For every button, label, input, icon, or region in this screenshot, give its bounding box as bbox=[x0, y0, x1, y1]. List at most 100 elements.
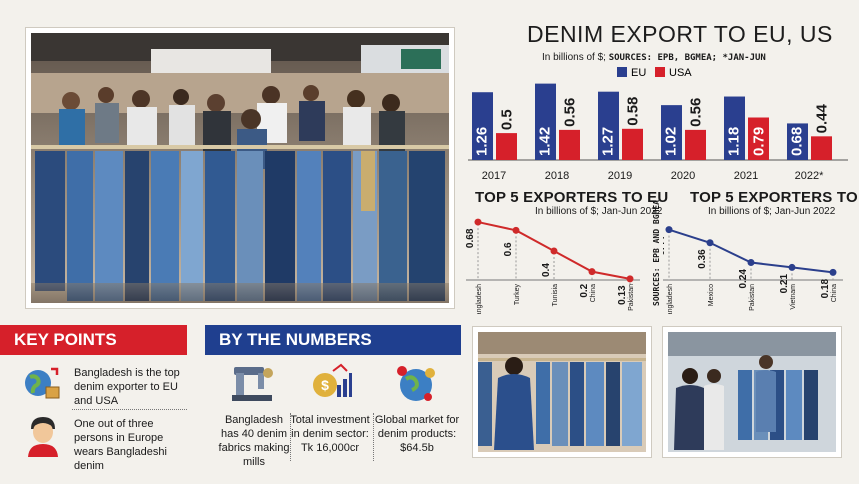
data-point bbox=[706, 239, 714, 247]
bar-label-usa: 0.44 bbox=[814, 103, 831, 133]
value-label: 0.36 bbox=[697, 249, 708, 269]
data-point bbox=[588, 268, 596, 276]
bar-eu bbox=[787, 123, 808, 160]
value-label: 0.6 bbox=[503, 242, 514, 256]
category-label: Turkey bbox=[514, 284, 521, 306]
denim-rack bbox=[35, 151, 445, 301]
data-point bbox=[747, 259, 755, 266]
data-point bbox=[788, 263, 796, 271]
bar-eu bbox=[661, 105, 682, 160]
bar-eu bbox=[472, 92, 493, 160]
bar-usa bbox=[811, 136, 832, 160]
shopper-photo-2 bbox=[668, 332, 836, 452]
bar-usa bbox=[496, 133, 517, 160]
chart-title: DENIM EXPORT TO EU, US bbox=[527, 21, 833, 47]
bar-eu bbox=[535, 83, 556, 160]
legend-label-eu: EU bbox=[631, 67, 646, 79]
x-tick-label: 2017 bbox=[482, 170, 506, 182]
data-point bbox=[829, 268, 837, 276]
category-label: China bbox=[831, 284, 838, 302]
bar-usa bbox=[748, 117, 769, 160]
key-points-banner: KEY POINTS bbox=[0, 325, 187, 355]
denim-fair-photo bbox=[31, 33, 449, 303]
value-label: 0.2 bbox=[579, 283, 590, 297]
category-label: Vietnam bbox=[790, 284, 797, 310]
eu-chart-title: TOP 5 EXPORTERS TO EU bbox=[475, 189, 669, 206]
bar-label-usa: 0.58 bbox=[625, 97, 642, 126]
legend-swatch-eu bbox=[617, 67, 627, 77]
main-photo bbox=[25, 27, 455, 309]
bar-label-usa: 0.56 bbox=[688, 98, 705, 127]
value-label: 0.24 bbox=[738, 269, 749, 289]
chart-subtitle: In billions of $; SOURCES: EPB, BGMEA; *… bbox=[542, 52, 766, 63]
number-item-2-text: Total investment in denim sector: Tk 16,… bbox=[290, 414, 370, 454]
subtitle-sources: SOURCES: EPB, BGMEA; *JAN-JUN bbox=[608, 53, 766, 63]
bar-usa bbox=[559, 129, 580, 160]
sewing-machine-icon bbox=[232, 367, 273, 401]
by-numbers-title: BY THE NUMBERS bbox=[219, 330, 372, 349]
data-point bbox=[550, 247, 558, 255]
key-points-title: KEY POINTS bbox=[14, 330, 117, 349]
bar-label-eu: 1.02 bbox=[663, 127, 680, 156]
value-label: 0.21 bbox=[779, 274, 790, 294]
globe-export-icon bbox=[25, 367, 60, 399]
number-item-3: Global market for denim products: $64.5b bbox=[374, 363, 460, 463]
number-item-1-text: Bangladesh has 40 denim fabrics making m… bbox=[218, 414, 290, 468]
data-point bbox=[665, 226, 673, 234]
svg-text:$: $ bbox=[321, 377, 329, 393]
bar-label-usa: 0.5 bbox=[499, 109, 516, 130]
photo-bottom-right bbox=[662, 326, 842, 458]
global-market-icon bbox=[397, 366, 435, 401]
sources-side-note: SOURCES: EPB AND BGMEA bbox=[652, 200, 661, 306]
number-item-1: Bangladesh has 40 denim fabrics making m… bbox=[216, 363, 292, 468]
bar-label-eu: 1.18 bbox=[726, 127, 743, 156]
x-tick-label: 2018 bbox=[545, 170, 569, 182]
x-tick-label: 2021 bbox=[734, 170, 758, 182]
value-label: 0.13 bbox=[617, 285, 628, 305]
divider bbox=[72, 409, 187, 410]
eu-chart-subtitle: In billions of $; Jan-Jun 2022 bbox=[535, 206, 663, 217]
number-item-2: $ Total investment in denim sector: Tk 1… bbox=[289, 363, 371, 463]
bar-label-eu: 0.68 bbox=[789, 127, 806, 156]
key-point-2: One out of three persons in Europe wears… bbox=[22, 415, 192, 472]
us-chart-subtitle: In billions of $; Jan-Jun 2022 bbox=[708, 206, 836, 217]
key-point-1: Bangladesh is the top denim exporter to … bbox=[22, 365, 192, 407]
data-point bbox=[626, 275, 634, 283]
by-numbers-banner: BY THE NUMBERS bbox=[205, 325, 461, 355]
data-point bbox=[474, 218, 482, 226]
bar-eu bbox=[598, 91, 619, 160]
value-label: 0.68 bbox=[466, 228, 476, 248]
shopper-photo-1 bbox=[478, 332, 646, 452]
bar-eu bbox=[724, 96, 745, 160]
category-label: Mexico bbox=[708, 284, 715, 306]
bar-label-usa: 0.56 bbox=[562, 98, 579, 127]
x-tick-label: 2019 bbox=[608, 170, 632, 182]
category-label: Bangladesh bbox=[667, 284, 674, 314]
x-tick-label: 2020 bbox=[671, 170, 695, 182]
category-label: Pakistan bbox=[749, 284, 756, 311]
category-label: Tunisia bbox=[552, 284, 559, 306]
us-chart-title: TOP 5 EXPORTERS TO US bbox=[690, 189, 859, 206]
data-point bbox=[512, 226, 520, 234]
category-label: Pakistan bbox=[628, 284, 635, 311]
category-label: China bbox=[590, 284, 597, 302]
bar-label-eu: 1.27 bbox=[600, 127, 617, 156]
photo-bottom-left bbox=[472, 326, 652, 458]
person-icon bbox=[28, 417, 58, 457]
category-label: Bangladesh bbox=[476, 284, 483, 314]
x-tick-label: 2022* bbox=[795, 170, 824, 182]
investment-icon: $ bbox=[313, 363, 352, 397]
bar-label-eu: 1.42 bbox=[537, 127, 554, 156]
key-point-2-text: One out of three persons in Europe wears… bbox=[74, 418, 167, 472]
legend-swatch-usa bbox=[655, 67, 665, 77]
key-point-1-text: Bangladesh is the top denim exporter to … bbox=[74, 367, 180, 407]
bar-label-eu: 1.26 bbox=[474, 127, 491, 156]
side-note-text: SOURCES: EPB AND BGMEA bbox=[652, 200, 661, 306]
bar-usa bbox=[685, 129, 706, 160]
bar-label-usa: 0.79 bbox=[751, 127, 768, 156]
export-bar-chart: EU USA 1.26 0.5 2017 1.42 0.56 2018 1.27 0.58 2019… bbox=[468, 67, 848, 182]
number-item-3-text: Global market for denim products: $64.5b bbox=[374, 414, 460, 454]
value-label: 0.44 bbox=[663, 236, 667, 256]
